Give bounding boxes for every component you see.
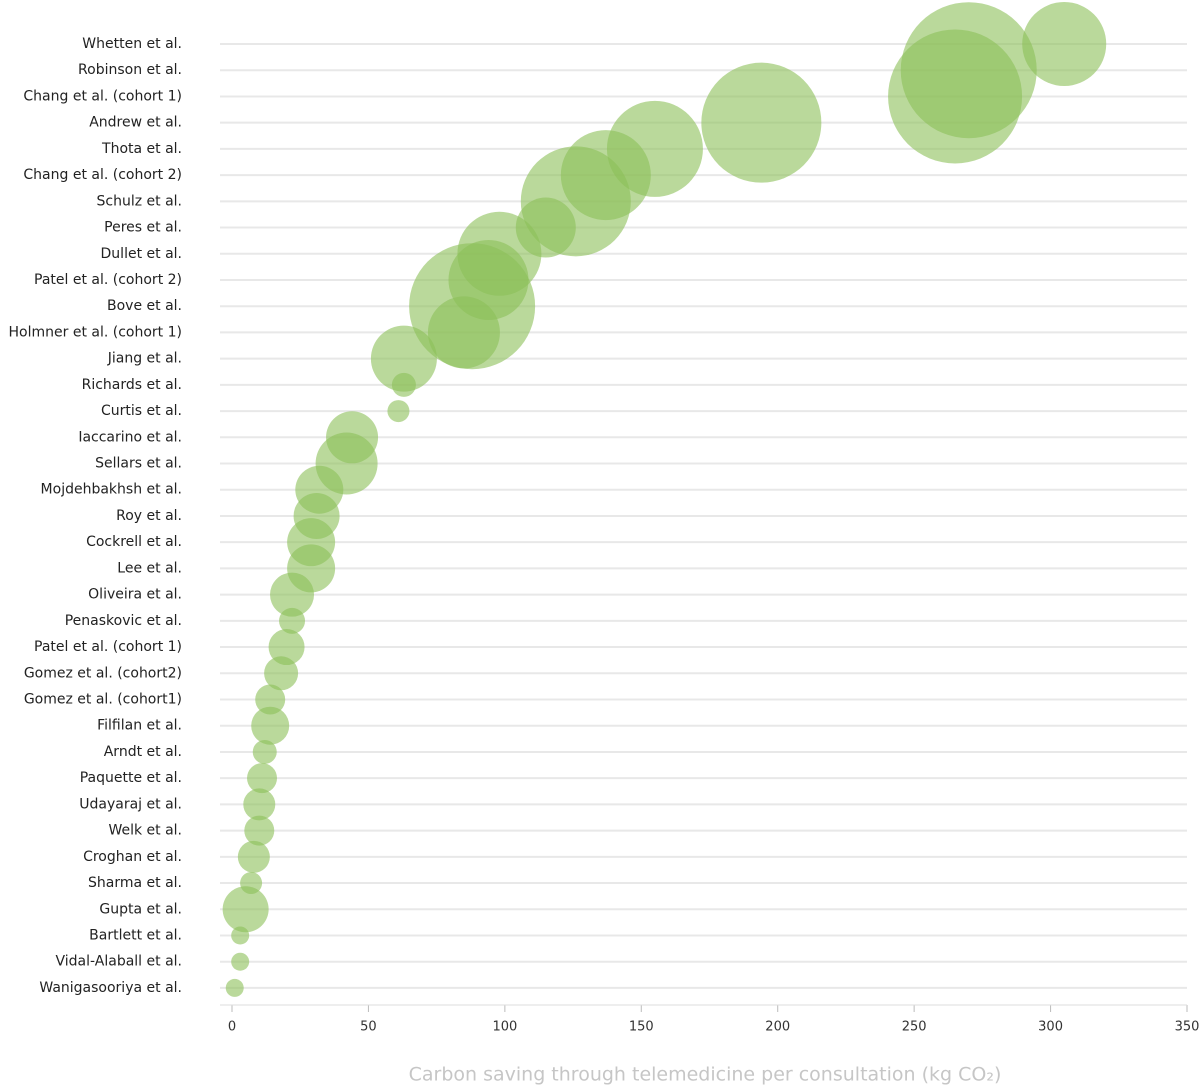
category-label: Curtis et al. [101,403,182,419]
category-label: Mojdehbakhsh et al. [41,482,182,498]
x-tick-label: 100 [492,1020,517,1035]
bubble [701,62,822,183]
bubble [1022,2,1107,86]
bubble [391,372,416,397]
category-label: Dullet et al. [101,246,182,262]
category-label: Richards et al. [82,377,182,393]
x-tick-label: 50 [360,1020,377,1035]
category-label: Gomez et al. (cohort2) [24,665,182,681]
bubble [247,763,278,794]
category-label: Udayaraj et al. [79,796,182,812]
category-label: Arndt et al. [104,744,182,760]
bubble [231,952,250,971]
category-label: Robinson et al. [78,62,182,78]
bubble [268,629,305,666]
category-label: Chang et al. (cohort 2) [23,167,182,183]
category-label: Bove et al. [107,298,182,314]
category-label: Chang et al. (cohort 1) [23,88,182,104]
bubble [243,788,276,821]
bubble [264,656,299,691]
x-tick-label: 350 [1175,1020,1200,1035]
bubble [279,607,306,634]
category-label: Schulz et al. [97,193,183,209]
bubble [252,739,277,764]
bubble [231,926,250,945]
bubble [255,684,286,715]
category-label: Peres et al. [104,220,182,236]
category-label: Patel et al. (cohort 1) [34,639,182,655]
category-label: Paquette et al. [80,770,182,786]
bubble [888,29,1023,164]
category-label: Gomez et al. (cohort1) [24,692,182,708]
bubble [222,886,269,933]
category-label: Gupta et al. [99,901,182,917]
category-label: Lee et al. [117,560,182,576]
bubble [237,840,270,873]
category-label: Vidal-Alaball et al. [56,954,182,970]
category-label: Filfilan et al. [97,718,182,734]
category-label: Iaccarino et al. [78,429,182,445]
bubble [225,978,244,997]
bubble [270,572,315,617]
x-tick-label: 300 [1038,1020,1063,1035]
category-label: Cockrell et al. [86,534,182,550]
category-label: Wanigasooriya et al. [39,980,182,996]
bubble [251,706,290,745]
x-axis-title: Carbon saving through telemedicine per c… [409,1064,1002,1086]
x-tick-label: 150 [629,1020,654,1035]
bubble [387,400,410,423]
category-label: Sharma et al. [88,875,182,891]
category-label: Welk et al. [108,823,182,839]
category-label: Patel et al. (cohort 2) [34,272,182,288]
category-label: Oliveira et al. [88,587,182,603]
category-label: Roy et al. [116,508,182,524]
category-label: Jiang et al. [107,351,182,367]
category-label: Sellars et al. [95,456,182,472]
bubble [370,325,437,392]
category-label: Holmner et al. (cohort 1) [9,324,182,340]
category-label: Penaskovic et al. [65,613,182,629]
category-label: Whetten et al. [82,36,182,52]
x-tick-label: 200 [765,1020,790,1035]
x-tick-label: 0 [228,1020,236,1035]
x-tick-label: 250 [902,1020,927,1035]
category-label: Bartlett et al. [89,927,182,943]
category-label: Croghan et al. [83,849,182,865]
bubble [244,815,275,846]
category-label: Andrew et al. [89,115,182,131]
category-label: Thota et al. [101,141,182,157]
bubble [427,296,500,369]
